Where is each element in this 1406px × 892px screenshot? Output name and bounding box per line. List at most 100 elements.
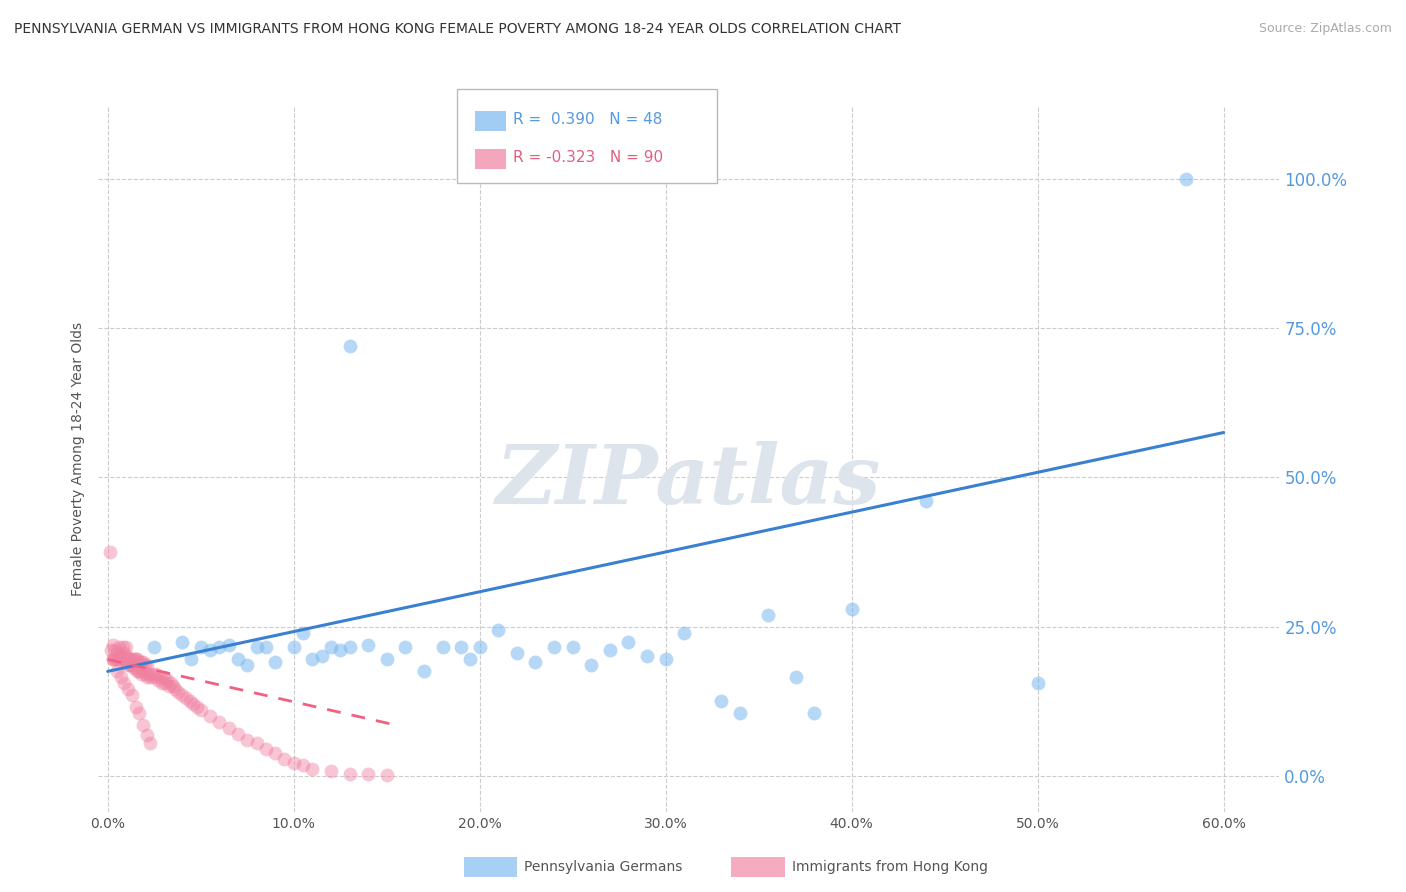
Point [1026,676,1049,690]
Point [339,766,361,780]
Point [339,339,361,353]
Point [226,727,249,741]
Point [218,638,240,652]
Text: ZIPatlas: ZIPatlas [496,441,882,521]
Point [103,638,125,652]
Point [157,679,180,693]
Point [673,625,696,640]
Point [110,670,132,684]
Text: Source: ZipAtlas.com: Source: ZipAtlas.com [1258,22,1392,36]
Point [599,643,621,657]
Point [110,649,132,664]
Point [132,665,155,679]
Point [103,652,125,666]
Text: Immigrants from Hong Kong: Immigrants from Hong Kong [792,860,987,874]
Point [118,652,141,666]
Point [524,656,547,670]
Point [160,676,183,690]
Point [114,676,136,690]
Point [561,640,583,655]
Point [108,652,131,666]
Point [138,667,160,681]
Point [208,640,231,655]
Point [124,652,146,666]
Point [245,640,267,655]
Point [245,736,267,750]
Point [329,643,352,657]
Point [710,694,733,708]
Point [104,652,127,666]
Point [186,700,208,714]
Point [150,676,173,690]
Point [139,670,162,684]
Point [122,661,145,675]
Point [1175,171,1198,186]
Point [128,665,150,679]
Point [412,665,434,679]
Point [134,658,156,673]
Point [179,694,201,708]
Point [273,752,295,766]
Point [218,721,240,735]
Point [460,652,482,666]
Point [104,643,127,657]
Point [319,764,342,778]
Point [135,728,157,742]
Point [156,673,179,688]
Point [132,656,155,670]
Point [208,715,231,730]
Point [127,665,149,679]
Point [149,670,172,684]
Point [162,679,184,693]
Point [236,733,259,747]
Point [134,667,156,681]
Point [108,640,131,655]
Point [117,682,139,697]
Point [127,652,149,666]
Point [283,756,305,770]
Point [129,667,152,681]
Point [110,652,132,666]
Point [128,706,150,721]
Point [124,661,146,675]
Point [543,640,565,655]
Point [139,736,162,750]
Point [180,652,202,666]
Point [292,625,315,640]
Point [121,688,143,702]
Point [115,656,138,670]
Point [135,658,157,673]
Point [375,652,398,666]
Point [254,742,277,756]
Point [146,673,169,688]
Point [486,623,509,637]
Point [283,640,305,655]
Point [111,640,134,655]
Point [432,640,454,655]
Point [128,656,150,670]
Point [181,697,204,711]
Point [339,640,361,655]
Point [98,545,121,559]
Text: Pennsylvania Germans: Pennsylvania Germans [524,860,683,874]
Point [135,670,157,684]
Point [301,652,323,666]
Point [163,682,186,697]
Point [636,649,658,664]
Point [124,700,146,714]
Point [105,652,128,666]
Point [254,640,277,655]
Point [167,685,190,699]
Point [129,656,152,670]
Point [841,601,863,615]
Point [198,709,221,723]
Point [311,649,333,664]
Point [394,640,416,655]
Point [292,758,315,772]
Point [122,652,145,666]
Point [264,746,287,760]
Point [198,643,221,657]
Point [190,703,212,717]
Y-axis label: Female Poverty Among 18-24 Year Olds: Female Poverty Among 18-24 Year Olds [72,322,86,597]
Point [105,665,128,679]
